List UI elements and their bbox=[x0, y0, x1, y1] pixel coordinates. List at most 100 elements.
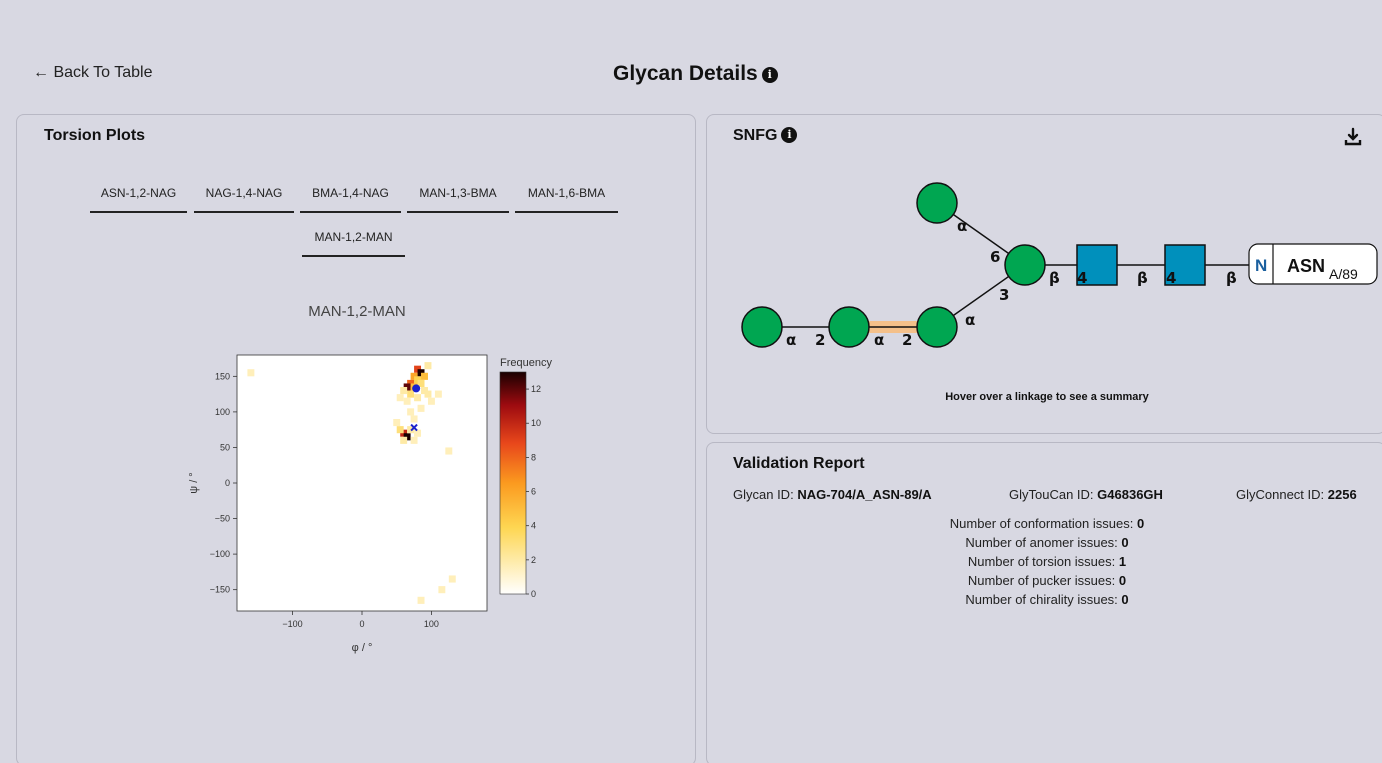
heatmap-cell bbox=[247, 369, 255, 377]
y-axis-label: ψ / ° bbox=[188, 472, 200, 493]
x-tick-label: −100 bbox=[282, 619, 302, 629]
issue-label: Number of torsion issues: bbox=[967, 554, 1116, 569]
heatmap-cell bbox=[424, 362, 432, 370]
mannose-residue[interactable] bbox=[916, 182, 958, 224]
tab-nag-1-4-nag[interactable]: NAG-1,4-NAG bbox=[194, 173, 294, 213]
info-icon[interactable]: i bbox=[781, 127, 798, 143]
validation-report-panel: Validation Report Glycan ID: NAG-704/A_A… bbox=[706, 442, 1382, 763]
info-icon[interactable]: i bbox=[761, 67, 778, 83]
issue-row: Number of pucker issues: 0 bbox=[707, 573, 1382, 588]
linkage-label: β bbox=[1226, 269, 1237, 287]
torsion-marker bbox=[412, 384, 421, 393]
colorbar-label: Frequency bbox=[500, 357, 552, 369]
heatmap-cell bbox=[434, 390, 442, 398]
heatmap-cell bbox=[407, 390, 415, 398]
y-tick-label: −50 bbox=[215, 514, 230, 524]
heatmap-cell bbox=[410, 372, 418, 380]
heatmap-cell bbox=[396, 394, 404, 402]
glycan-id-label: Glycan ID: bbox=[733, 487, 794, 502]
snfg-panel: SNFG i α 6 β 4 β 4 β 3 α bbox=[706, 114, 1382, 434]
heatmap-cell bbox=[400, 436, 408, 444]
tab-man-1-2-man[interactable]: MAN-1,2-MAN bbox=[302, 217, 405, 257]
heatmap-cell bbox=[421, 387, 428, 395]
nag-residue[interactable] bbox=[1164, 244, 1206, 286]
tab-bma-1-4-nag[interactable]: BMA-1,4-NAG bbox=[300, 173, 401, 213]
download-icon[interactable] bbox=[1343, 127, 1363, 147]
validation-report-title: Validation Report bbox=[733, 455, 865, 472]
heatmap-cell bbox=[414, 429, 422, 437]
linkage-label: β bbox=[1137, 269, 1148, 287]
heatmap-cell bbox=[396, 426, 404, 434]
issue-value: 0 bbox=[1121, 592, 1129, 607]
linkage-label: α bbox=[786, 331, 796, 349]
torsion-markers bbox=[410, 384, 421, 432]
issue-label: Number of conformation issues: bbox=[949, 516, 1134, 531]
heatmap-cell bbox=[410, 415, 418, 423]
glytoucan-id-label: GlyTouCan ID: bbox=[1009, 487, 1094, 502]
heatmap-cell bbox=[400, 387, 408, 395]
heatmap-cell bbox=[417, 369, 425, 377]
tab-asn-1-2-nag[interactable]: ASN-1,2-NAG bbox=[90, 173, 187, 213]
mannose-residue[interactable] bbox=[916, 306, 958, 348]
heatmap-cell bbox=[403, 433, 411, 441]
x-tick-label: 0 bbox=[359, 619, 364, 629]
asn-residue-box[interactable] bbox=[1248, 243, 1378, 285]
colorbar-tick-label: 6 bbox=[531, 487, 536, 497]
heatmap-cells bbox=[247, 362, 456, 604]
issue-value: 0 bbox=[1136, 516, 1145, 531]
torsion-plots-title: Torsion Plots bbox=[44, 127, 146, 144]
bma-residue[interactable] bbox=[1004, 244, 1046, 286]
y-tick-label: −100 bbox=[210, 549, 230, 559]
issue-row: Number of torsion issues: 1 bbox=[707, 554, 1382, 569]
linkage-label: 6 bbox=[990, 248, 1000, 266]
back-to-table-link[interactable]: ← Back To Table bbox=[33, 64, 153, 81]
colorbar-tick-label: 4 bbox=[531, 521, 536, 531]
heatmap-cell bbox=[400, 429, 408, 437]
heatmap-cell bbox=[421, 372, 428, 380]
mannose-residue[interactable] bbox=[741, 306, 783, 348]
colorbar bbox=[499, 371, 527, 595]
linkage-label: α bbox=[965, 311, 975, 329]
linkage-label: β bbox=[1049, 269, 1060, 287]
y-tick-label: 150 bbox=[215, 371, 230, 381]
n-link-label: N bbox=[1255, 256, 1267, 275]
y-tick-label: −150 bbox=[210, 585, 230, 595]
page-title-text: Glycan Details bbox=[613, 62, 758, 85]
heatmap-cell bbox=[414, 394, 422, 402]
issue-value: 0 bbox=[1121, 535, 1129, 550]
y-tick-label: 100 bbox=[215, 407, 230, 417]
heatmap-cell bbox=[403, 383, 411, 391]
mannose-residue[interactable] bbox=[828, 306, 870, 348]
torsion-cross-marker bbox=[410, 423, 418, 432]
y-tick-label: 50 bbox=[220, 442, 230, 452]
glyconnect-id-value: 2256 bbox=[1327, 487, 1357, 502]
torsion-plots-panel: Torsion Plots ASN-1,2-NAG NAG-1,4-NAG BM… bbox=[16, 114, 696, 763]
glycan-id-value: NAG-704/A_ASN-89/A bbox=[797, 487, 932, 502]
heatmap-cell bbox=[427, 397, 435, 405]
glyconnect-id-row: GlyConnect ID: 2256 bbox=[1236, 487, 1357, 502]
plot-title: MAN-1,2-MAN bbox=[308, 303, 406, 320]
heatmap-cell bbox=[438, 586, 446, 594]
snfg-title: SNFG i bbox=[733, 127, 798, 145]
tab-man-1-6-bma[interactable]: MAN-1,6-BMA bbox=[515, 173, 618, 213]
heatmap-cell bbox=[410, 436, 418, 444]
page-title: Glycan Details i bbox=[613, 62, 778, 86]
heatmap-cell bbox=[424, 390, 432, 398]
linkage-label: 4 bbox=[1166, 269, 1176, 287]
heatmap-cell bbox=[417, 379, 425, 387]
issue-label: Number of chirality issues: bbox=[965, 592, 1118, 607]
x-tick-label: 100 bbox=[424, 619, 439, 629]
tab-man-1-3-bma[interactable]: MAN-1,3-BMA bbox=[407, 173, 509, 213]
x-axis: −100 0 100 bbox=[282, 611, 439, 629]
colorbar-tick-label: 10 bbox=[531, 418, 541, 428]
nag-residue[interactable] bbox=[1076, 244, 1118, 286]
issue-row: Number of anomer issues: 0 bbox=[707, 535, 1382, 550]
linkage-label: 3 bbox=[999, 286, 1009, 304]
colorbar-tick-label: 8 bbox=[531, 452, 536, 462]
issue-value: 1 bbox=[1118, 554, 1127, 569]
glytoucan-id-value: G46836GH bbox=[1097, 487, 1163, 502]
plot-area bbox=[236, 354, 488, 612]
heatmap-cell bbox=[414, 365, 422, 373]
heatmap-cell bbox=[417, 404, 425, 412]
